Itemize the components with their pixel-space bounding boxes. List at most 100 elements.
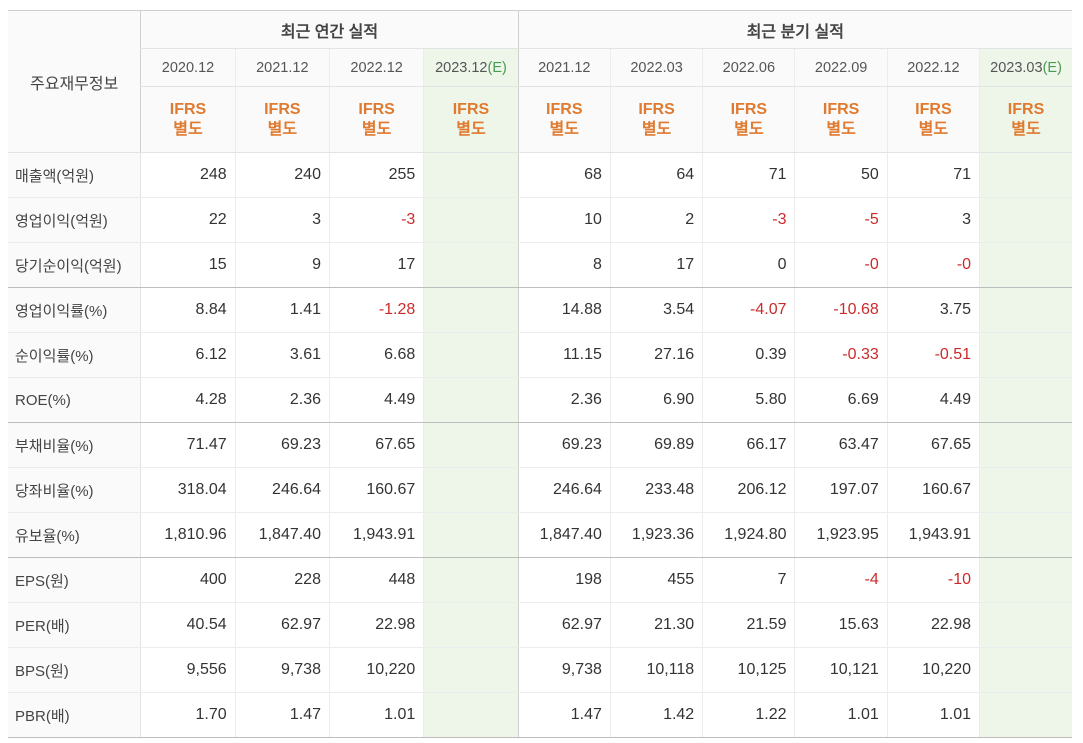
quarter-value-cell: 27.16 [609,332,703,378]
quarter-period-header: 2022.03 [609,48,703,87]
row-label: 부채비율(%) [8,422,142,468]
ifrs-line1: IFRS [264,100,301,118]
annual-period-header: 2021.12 [234,48,330,87]
annual-value-cell [423,602,519,648]
period-label: 2022.12 [350,59,403,76]
annual-value-cell: 255 [328,152,424,198]
table-row: PBR(배) 1.70 1.47 1.01 1.47 1.42 1.22 1.01 1.01 [8,692,1072,738]
ifrs-standard-label: IFRS 별도 [423,86,519,153]
annual-value-cell: 62.97 [234,602,330,648]
ifrs-line1: IFRS [638,100,675,118]
annual-value-cell: 10,220 [328,647,424,693]
quarter-period-header: 2021.12 [517,48,611,87]
ifrs-line2: 별도 [641,120,672,138]
annual-value-cell [423,332,519,378]
row-label: 유보율(%) [8,512,142,558]
quarter-value-cell: -10.68 [794,287,888,333]
quarter-value-cell: 3.75 [886,287,980,333]
quarter-value-cell: 6.90 [609,377,703,423]
ifrs-line1: IFRS [546,100,583,118]
quarter-value-cell [979,377,1072,423]
quarter-value-cell: 0 [702,242,795,288]
annual-value-cell: 246.64 [234,467,330,513]
annual-value-cell: 8.84 [140,287,236,333]
quarter-value-cell: 4.49 [886,377,980,423]
ifrs-standard-label: IFRS 별도 [794,86,888,153]
row-label: ROE(%) [8,377,142,423]
quarter-value-cell: 22.98 [886,602,980,648]
quarter-value-cell: 21.30 [609,602,703,648]
quarter-value-cell: 198 [517,557,611,603]
annual-value-cell: 9,556 [140,647,236,693]
quarter-value-cell [979,467,1072,513]
table-row: 매출액(억원) 248 240 255 68 64 71 50 71 [8,152,1072,198]
quarter-value-cell [979,242,1072,288]
quarter-value-cell: 1.01 [886,692,980,738]
ifrs-line1: IFRS [1007,100,1045,118]
quarter-value-cell: 3.54 [609,287,703,333]
quarter-value-cell [979,512,1072,558]
period-label: 2022.12 [907,59,960,76]
annual-value-cell: 4.49 [328,377,424,423]
quarter-value-cell: 14.88 [517,287,611,333]
annual-value-cell [423,152,519,198]
ifrs-line2: 별도 [361,120,392,138]
annual-period-header: 2023.12(E) [423,48,519,87]
annual-value-cell: 9 [234,242,330,288]
quarter-value-cell [979,152,1072,198]
table-row: ROE(%) 4.28 2.36 4.49 2.36 6.90 5.80 6.69 4.49 [8,377,1072,423]
annual-value-cell: 1.01 [328,692,424,738]
row-label: 영업이익률(%) [8,287,142,333]
annual-value-cell [423,242,519,288]
quarter-value-cell: 197.07 [794,467,888,513]
annual-value-cell: 40.54 [140,602,236,648]
annual-value-cell: 22 [140,197,236,243]
row-label: PER(배) [8,602,142,648]
annual-value-cell [423,197,519,243]
annual-value-cell [423,467,519,513]
annual-value-cell: 9,738 [234,647,330,693]
quarter-value-cell: 63.47 [794,422,888,468]
row-label: 순이익률(%) [8,332,142,378]
period-label: 2020.12 [161,59,215,76]
ifrs-line1: IFRS [730,100,768,118]
table-row: 당기순이익(억원) 15 9 17 8 17 0 -0 -0 [8,242,1072,288]
annual-group-title: 최근 연간 실적 [140,10,519,49]
table-row: 부채비율(%) 71.47 69.23 67.65 69.23 69.89 66.17 63.… [8,422,1072,468]
annual-period-header: 2022.12 [328,48,424,87]
annual-value-cell: 6.68 [328,332,424,378]
financial-summary-table: 주요재무정보 최근 연간 실적 최근 분기 실적 2020.12 2021.12 2… [8,10,1072,738]
quarter-value-cell: 1,923.95 [794,512,888,558]
annual-value-cell: 1,847.40 [234,512,330,558]
quarter-value-cell: 62.97 [517,602,611,648]
ifrs-line1: IFRS [915,100,952,118]
row-label: EPS(원) [8,557,142,603]
annual-value-cell: -3 [328,197,424,243]
quarter-value-cell [979,332,1072,378]
table-row: 유보율(%) 1,810.96 1,847.40 1,943.91 1,847.40 1,… [8,512,1072,558]
annual-value-cell: 15 [140,242,236,288]
row-label: 매출액(억원) [8,152,142,198]
row-header-label: 주요재무정보 [8,10,141,153]
estimate-marker: (E) [487,59,507,76]
annual-value-cell: 240 [234,152,330,198]
period-label: 2022.03 [630,59,683,76]
quarter-value-cell: 10,121 [794,647,888,693]
annual-period-header: 2020.12 [140,48,236,87]
annual-value-cell: -1.28 [328,287,424,333]
quarter-value-cell: 3 [886,197,980,243]
quarter-value-cell: 1,923.36 [609,512,703,558]
annual-value-cell: 1,943.91 [328,512,424,558]
table-row: PER(배) 40.54 62.97 22.98 62.97 21.30 21.59 15.6… [8,602,1072,648]
estimate-marker: (E) [1042,59,1062,76]
quarter-value-cell: 7 [702,557,795,603]
quarter-value-cell: -0 [886,242,980,288]
period-label: 2023.12 [435,59,488,76]
quarter-value-cell: 0.39 [702,332,795,378]
quarter-value-cell [979,197,1072,243]
quarter-value-cell: 50 [794,152,888,198]
annual-value-cell: 228 [234,557,330,603]
quarter-value-cell: 1.47 [517,692,611,738]
annual-value-cell: 1,810.96 [140,512,236,558]
quarter-value-cell [979,647,1072,693]
